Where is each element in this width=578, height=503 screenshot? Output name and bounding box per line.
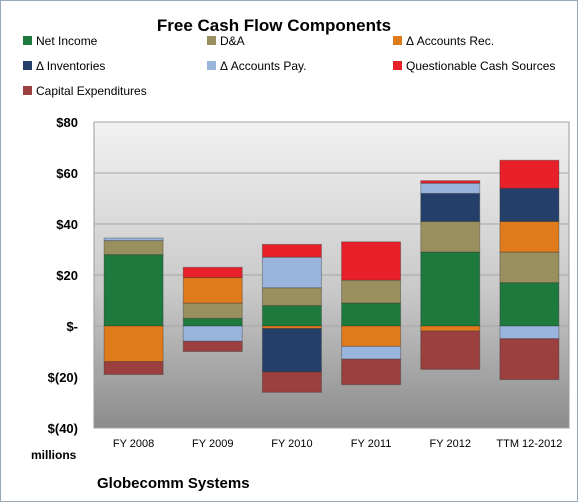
y-axis-ticks: $80 $60 $40 $20 $- $(20) $(40) — [48, 115, 78, 436]
bar-segment — [103, 254, 164, 327]
legend-label: Δ Accounts Pay. — [220, 59, 307, 73]
bar-segment — [341, 358, 402, 386]
bar-segment — [499, 325, 560, 340]
bar-segment — [182, 302, 243, 319]
bar-segment — [341, 279, 402, 304]
legend-swatch — [23, 86, 32, 95]
bar-segment — [182, 277, 243, 304]
bar-segment — [420, 182, 481, 194]
bar-segment — [341, 302, 402, 327]
x-tick-label: FY 2011 — [351, 438, 392, 450]
bars — [103, 159, 560, 393]
bar-segment — [103, 240, 164, 256]
bar-segment — [261, 243, 322, 258]
legend-swatch — [207, 36, 216, 45]
legend: Net Income D&A Δ Accounts Rec. Δ Inventorie… — [23, 34, 555, 98]
chart-title: Free Cash Flow Components — [157, 16, 391, 35]
legend-label: Δ Accounts Rec. — [406, 34, 494, 48]
x-tick-label: TTM 12-2012 — [496, 438, 562, 450]
y-tick-label: $40 — [56, 217, 78, 232]
bar-segment — [182, 340, 243, 352]
bar-segment — [420, 330, 481, 370]
bar-segment — [341, 325, 402, 347]
legend-label: Questionable Cash Sources — [406, 59, 555, 73]
bar-segment — [499, 251, 560, 284]
y-tick-label: $(40) — [48, 421, 78, 436]
x-tick-label: FY 2010 — [271, 438, 312, 450]
x-tick-label: FY 2008 — [113, 438, 154, 450]
bar-segment — [261, 256, 322, 289]
bar-segment — [103, 325, 164, 363]
bar-segment — [499, 338, 560, 381]
y-tick-label: $- — [66, 319, 78, 334]
legend-swatch — [393, 61, 402, 70]
bar-segment — [261, 305, 322, 327]
x-tick-label: FY 2012 — [430, 438, 471, 450]
footer-label: Globecomm Systems — [97, 475, 250, 492]
x-tick-label: FY 2009 — [192, 438, 233, 450]
unit-label: millions — [31, 448, 77, 462]
bar-segment — [182, 266, 243, 279]
bar-segment — [420, 251, 481, 327]
legend-swatch — [393, 36, 402, 45]
bar-segment — [499, 220, 560, 253]
bar-segment — [103, 237, 164, 242]
legend-swatch — [23, 61, 32, 70]
y-tick-label: $20 — [56, 268, 78, 283]
bar-segment — [499, 187, 560, 222]
gridlines — [94, 121, 569, 429]
legend-label: Δ Inventories — [36, 59, 105, 73]
bar-segment — [261, 371, 322, 393]
bar-segment — [499, 159, 560, 189]
bar-segment — [420, 325, 481, 332]
bar-segment — [182, 317, 243, 327]
bar-segment — [261, 287, 322, 307]
bar-segment — [341, 345, 402, 360]
legend-swatch — [23, 36, 32, 45]
legend-swatch — [207, 61, 216, 70]
legend-label: Capital Expenditures — [36, 84, 147, 98]
y-tick-label: $(20) — [48, 370, 78, 385]
bar-segment — [420, 220, 481, 253]
bar-segment — [182, 325, 243, 342]
y-tick-label: $60 — [56, 166, 78, 181]
y-tick-label: $80 — [56, 115, 78, 130]
bar-segment — [103, 361, 164, 375]
legend-label: D&A — [220, 34, 245, 48]
x-axis-ticks: FY 2008 FY 2009 FY 2010 FY 2011 FY 2012 TTM 1… — [113, 438, 563, 450]
bar-segment — [499, 282, 560, 327]
bar-segment — [420, 180, 481, 184]
bar-segment — [341, 241, 402, 281]
bar-segment — [261, 328, 322, 373]
legend-label: Net Income — [36, 34, 98, 48]
bar-segment — [420, 192, 481, 222]
